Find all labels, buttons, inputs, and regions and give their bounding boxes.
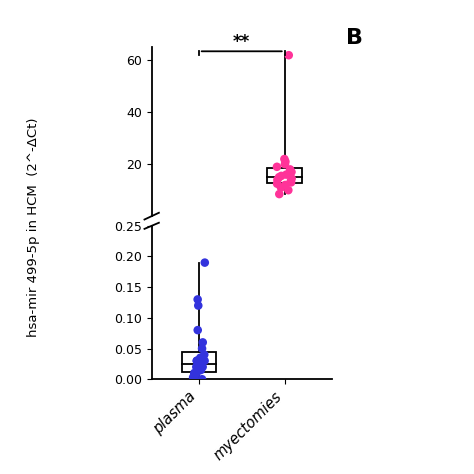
Point <box>277 172 285 180</box>
Bar <box>267 168 302 183</box>
Point <box>193 357 201 365</box>
Point <box>287 177 295 185</box>
Point <box>285 51 292 59</box>
Point <box>193 357 201 365</box>
Point <box>198 360 205 368</box>
Point <box>273 176 281 183</box>
Point <box>198 375 206 383</box>
Point <box>284 186 292 194</box>
Point <box>191 369 198 377</box>
Point <box>191 373 198 380</box>
Point <box>189 374 197 381</box>
Point <box>197 366 205 374</box>
Point <box>199 338 207 346</box>
Point <box>273 163 281 171</box>
Point <box>197 354 204 362</box>
Point <box>201 259 209 266</box>
Point <box>201 357 209 365</box>
Point <box>277 184 285 191</box>
Point <box>198 360 205 368</box>
Point <box>281 155 288 163</box>
Point <box>282 158 289 165</box>
Point <box>201 351 208 358</box>
Point <box>195 363 202 371</box>
Text: **: ** <box>233 33 250 51</box>
Point <box>192 363 200 371</box>
Point <box>199 363 207 371</box>
Point <box>282 181 289 189</box>
Point <box>281 160 289 168</box>
Point <box>194 296 201 303</box>
Point <box>193 369 201 377</box>
Point <box>275 173 283 181</box>
Bar <box>182 352 216 372</box>
Point <box>191 375 199 383</box>
Point <box>194 302 202 310</box>
Point <box>198 345 206 352</box>
Point <box>273 180 281 188</box>
Point <box>283 171 290 178</box>
Point <box>286 165 294 173</box>
Point <box>194 326 201 334</box>
Text: B: B <box>346 28 363 48</box>
Point <box>287 179 295 186</box>
Point <box>275 190 283 198</box>
Point <box>288 175 295 182</box>
Point <box>288 168 295 176</box>
Text: hsa-mir 499-5p in HCM  (2^-ΔCt): hsa-mir 499-5p in HCM (2^-ΔCt) <box>27 118 40 337</box>
